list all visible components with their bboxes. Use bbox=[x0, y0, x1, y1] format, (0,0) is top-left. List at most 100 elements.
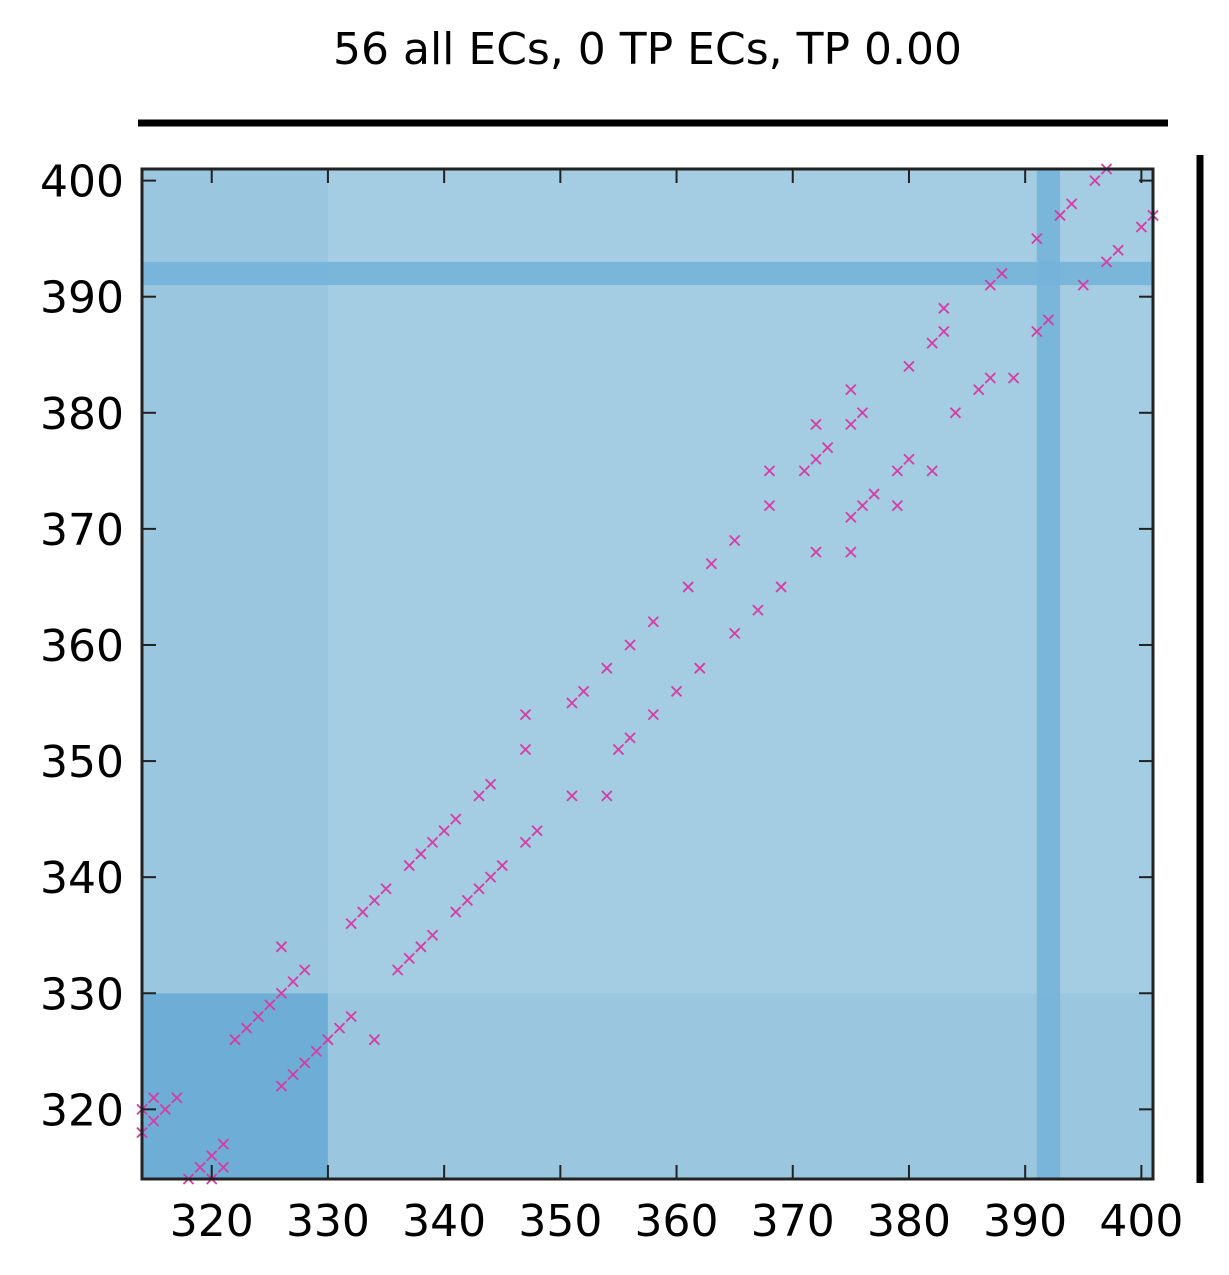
data-point-marker bbox=[461, 894, 474, 907]
data-point-marker bbox=[1031, 325, 1043, 338]
data-point-marker bbox=[496, 859, 508, 872]
data-point-marker bbox=[856, 500, 869, 512]
data-point-marker bbox=[891, 465, 903, 477]
data-point-marker bbox=[299, 1057, 311, 1069]
data-point-marker bbox=[868, 488, 880, 500]
data-point-marker bbox=[798, 465, 811, 477]
data-point-marker bbox=[1112, 244, 1124, 256]
data-point-marker bbox=[973, 383, 985, 396]
x-tick-label: 380 bbox=[867, 1196, 951, 1247]
y-tick-label: 340 bbox=[40, 853, 124, 904]
x-tick-label: 370 bbox=[751, 1196, 835, 1247]
data-point-marker bbox=[775, 581, 787, 593]
data-point-marker bbox=[484, 871, 497, 883]
data-point-marker bbox=[1089, 174, 1101, 187]
data-point-marker bbox=[810, 546, 822, 558]
data-point-marker bbox=[1007, 372, 1020, 384]
data-point-marker bbox=[368, 894, 381, 907]
data-point-marker bbox=[484, 778, 497, 790]
data-point-marker bbox=[415, 941, 427, 953]
data-point-marker bbox=[682, 581, 694, 593]
data-point-marker bbox=[519, 836, 532, 848]
data-point-marker bbox=[926, 337, 938, 349]
data-point-marker bbox=[891, 500, 903, 512]
data-point-marker bbox=[984, 372, 996, 384]
y-tick-label: 350 bbox=[40, 737, 124, 788]
data-point-marker bbox=[705, 558, 718, 570]
x-tick-label: 360 bbox=[635, 1196, 719, 1247]
y-tick-label: 360 bbox=[40, 621, 124, 672]
data-point-marker bbox=[949, 407, 962, 419]
x-tick-label: 350 bbox=[518, 1196, 602, 1247]
x-tick-label: 390 bbox=[983, 1196, 1067, 1247]
y-tick-label: 370 bbox=[40, 505, 124, 556]
data-point-marker bbox=[845, 418, 857, 431]
data-point-marker bbox=[670, 685, 683, 698]
data-point-marker bbox=[206, 1150, 218, 1162]
x-tick-label: 340 bbox=[402, 1196, 486, 1247]
data-point-marker bbox=[1066, 198, 1078, 210]
data-point-marker bbox=[938, 325, 950, 338]
data-point-marker bbox=[345, 917, 357, 930]
data-point-marker bbox=[403, 952, 415, 965]
data-point-marker bbox=[519, 743, 532, 756]
data-point-marker bbox=[624, 639, 636, 651]
data-point-marker bbox=[624, 732, 636, 744]
data-point-marker bbox=[310, 1045, 322, 1057]
data-point-marker bbox=[275, 1080, 288, 1092]
data-point-marker bbox=[275, 941, 288, 953]
data-point-marker bbox=[856, 407, 869, 419]
y-tick-label: 320 bbox=[40, 1085, 124, 1136]
data-point-marker bbox=[217, 1138, 229, 1150]
axis-ticks bbox=[142, 169, 1153, 1179]
y-tick-label: 390 bbox=[40, 273, 124, 324]
y-tick-label: 400 bbox=[40, 157, 124, 208]
data-point-marker bbox=[601, 790, 613, 802]
data-point-marker bbox=[519, 708, 532, 721]
data-point-marker bbox=[240, 1022, 253, 1034]
y-tick-label: 380 bbox=[40, 389, 124, 440]
data-point-marker bbox=[903, 453, 915, 465]
segment-block bbox=[142, 993, 328, 1179]
data-point-marker bbox=[938, 302, 950, 314]
data-point-marker bbox=[845, 383, 857, 396]
chart-title: 56 all ECs, 0 TP ECs, TP 0.00 bbox=[333, 24, 962, 75]
data-point-marker bbox=[473, 790, 485, 802]
data-point-marker bbox=[577, 685, 590, 698]
data-point-marker bbox=[380, 883, 392, 895]
data-point-marker bbox=[415, 848, 427, 860]
data-point-marker bbox=[147, 1115, 160, 1127]
data-point-marker bbox=[345, 1010, 357, 1023]
data-point-marker bbox=[752, 604, 764, 616]
data-point-marker bbox=[984, 279, 996, 291]
plot-frame bbox=[140, 167, 1155, 1181]
data-point-marker bbox=[1042, 314, 1055, 326]
data-point-marker bbox=[368, 1034, 381, 1046]
x-tick-labels: 320 330 340 350 360 370 380 390 400 bbox=[170, 1196, 1184, 1247]
data-point-marker bbox=[996, 267, 1008, 280]
background-regions bbox=[142, 169, 1153, 1179]
data-point-marker bbox=[903, 360, 915, 372]
data-point-marker bbox=[287, 976, 299, 988]
segment-row-band bbox=[327, 993, 1153, 1179]
y-tick-labels: 320 330 340 350 360 370 380 390 400 bbox=[40, 157, 124, 1137]
data-point-marker bbox=[810, 453, 822, 465]
x-tick-label: 320 bbox=[170, 1196, 254, 1247]
data-point-marker bbox=[287, 1068, 299, 1081]
row-band bbox=[142, 261, 1153, 286]
data-point-marker bbox=[264, 999, 276, 1011]
data-point-marker bbox=[473, 883, 485, 895]
data-point-marker bbox=[531, 825, 543, 837]
x-tick-label: 330 bbox=[286, 1196, 370, 1247]
data-point-marker bbox=[1135, 221, 1148, 233]
data-point-marker bbox=[171, 1092, 183, 1104]
data-point-marker bbox=[275, 987, 288, 999]
data-point-marker bbox=[566, 697, 578, 709]
data-point-marker bbox=[845, 546, 857, 558]
data-point-marker bbox=[729, 534, 741, 547]
data-point-marker bbox=[426, 929, 439, 941]
data-point-marker bbox=[333, 1022, 346, 1034]
data-point-marker bbox=[763, 465, 776, 477]
data-point-marker bbox=[252, 1010, 264, 1023]
data-point-marker bbox=[1100, 256, 1113, 268]
